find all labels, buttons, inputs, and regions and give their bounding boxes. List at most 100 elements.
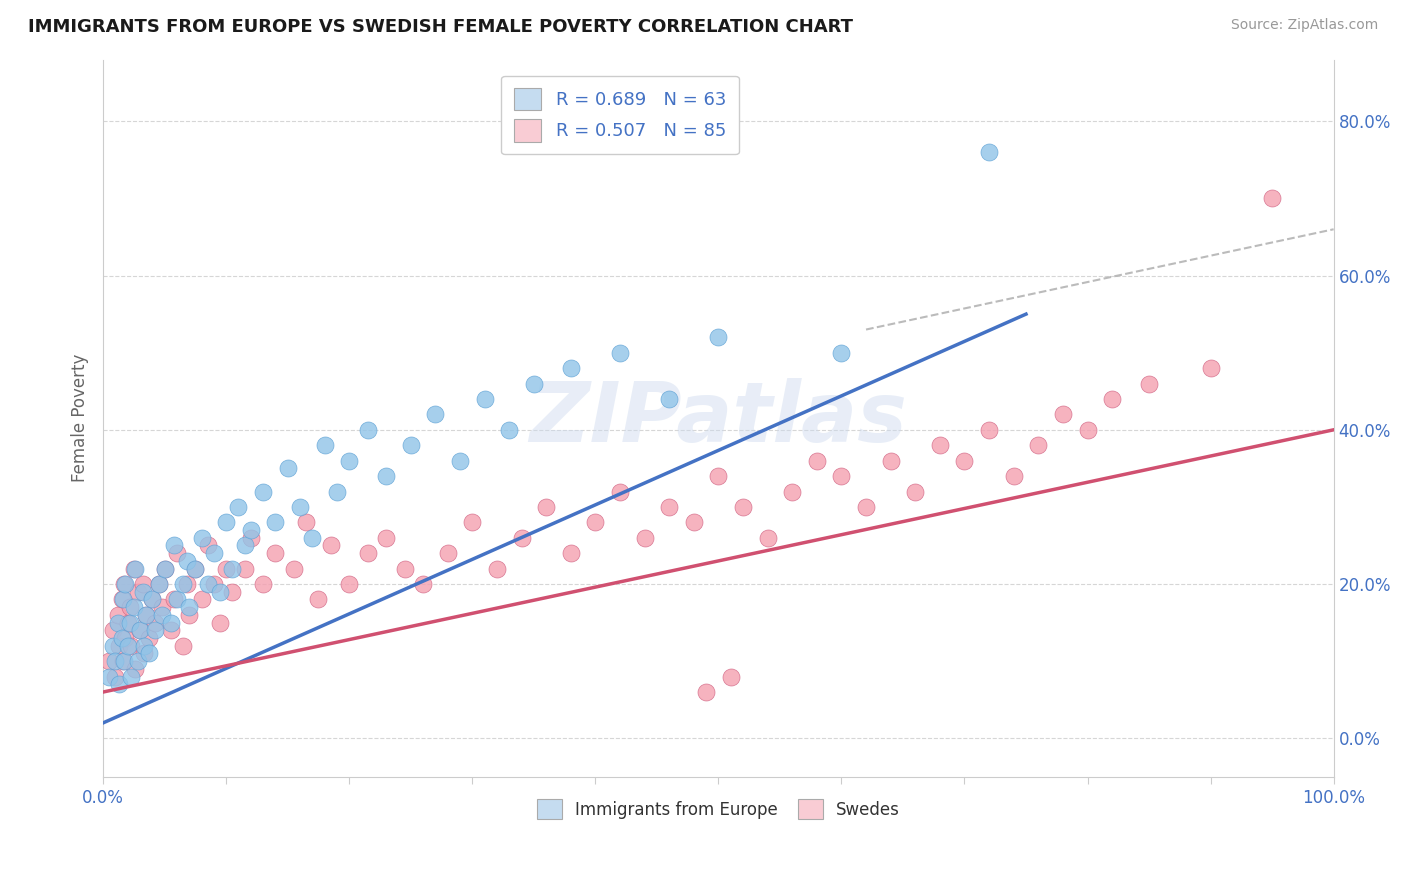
Point bbox=[166, 546, 188, 560]
Point bbox=[107, 607, 129, 622]
Point bbox=[357, 546, 380, 560]
Point bbox=[135, 607, 157, 622]
Point bbox=[756, 531, 779, 545]
Point bbox=[399, 438, 422, 452]
Point bbox=[107, 615, 129, 630]
Point bbox=[337, 453, 360, 467]
Point bbox=[780, 484, 803, 499]
Point bbox=[112, 577, 135, 591]
Point bbox=[190, 531, 212, 545]
Point bbox=[375, 469, 398, 483]
Point bbox=[560, 546, 582, 560]
Point bbox=[928, 438, 950, 452]
Point bbox=[658, 392, 681, 406]
Point bbox=[633, 531, 655, 545]
Point bbox=[124, 662, 146, 676]
Point bbox=[132, 639, 155, 653]
Point bbox=[114, 577, 136, 591]
Point bbox=[707, 330, 730, 344]
Text: IMMIGRANTS FROM EUROPE VS SWEDISH FEMALE POVERTY CORRELATION CHART: IMMIGRANTS FROM EUROPE VS SWEDISH FEMALE… bbox=[28, 18, 853, 36]
Point bbox=[707, 469, 730, 483]
Point bbox=[485, 561, 508, 575]
Point bbox=[425, 408, 447, 422]
Point bbox=[138, 647, 160, 661]
Point bbox=[288, 500, 311, 514]
Point bbox=[110, 631, 132, 645]
Point bbox=[412, 577, 434, 591]
Point bbox=[1002, 469, 1025, 483]
Point bbox=[215, 516, 238, 530]
Point bbox=[153, 561, 176, 575]
Point bbox=[172, 577, 194, 591]
Point bbox=[120, 639, 142, 653]
Point bbox=[150, 607, 173, 622]
Point bbox=[228, 500, 250, 514]
Point bbox=[301, 531, 323, 545]
Point bbox=[202, 546, 225, 560]
Point bbox=[357, 423, 380, 437]
Point bbox=[806, 453, 828, 467]
Point bbox=[264, 546, 287, 560]
Point bbox=[314, 438, 336, 452]
Point bbox=[326, 484, 349, 499]
Point bbox=[609, 345, 631, 359]
Point bbox=[127, 584, 149, 599]
Point bbox=[233, 561, 256, 575]
Point bbox=[337, 577, 360, 591]
Point bbox=[176, 554, 198, 568]
Point bbox=[110, 592, 132, 607]
Point bbox=[239, 531, 262, 545]
Point bbox=[117, 639, 139, 653]
Point bbox=[283, 561, 305, 575]
Point bbox=[184, 561, 207, 575]
Point bbox=[1199, 361, 1222, 376]
Point bbox=[252, 577, 274, 591]
Point bbox=[159, 624, 181, 638]
Point bbox=[143, 624, 166, 638]
Point bbox=[695, 685, 717, 699]
Point bbox=[114, 631, 136, 645]
Point bbox=[1052, 408, 1074, 422]
Point bbox=[375, 531, 398, 545]
Point bbox=[117, 615, 139, 630]
Point bbox=[108, 677, 131, 691]
Point bbox=[132, 647, 155, 661]
Point bbox=[197, 539, 219, 553]
Point bbox=[436, 546, 458, 560]
Point bbox=[394, 561, 416, 575]
Point bbox=[120, 600, 142, 615]
Point bbox=[166, 592, 188, 607]
Point bbox=[319, 539, 342, 553]
Point bbox=[120, 670, 142, 684]
Point bbox=[148, 577, 170, 591]
Point bbox=[104, 670, 127, 684]
Point bbox=[122, 561, 145, 575]
Point bbox=[108, 639, 131, 653]
Point bbox=[179, 600, 201, 615]
Point bbox=[977, 145, 1000, 160]
Point bbox=[264, 516, 287, 530]
Point bbox=[143, 615, 166, 630]
Text: Source: ZipAtlas.com: Source: ZipAtlas.com bbox=[1230, 18, 1378, 32]
Point bbox=[449, 453, 471, 467]
Point bbox=[111, 592, 134, 607]
Point bbox=[104, 654, 127, 668]
Point bbox=[658, 500, 681, 514]
Point bbox=[150, 600, 173, 615]
Point bbox=[129, 624, 152, 638]
Point bbox=[159, 615, 181, 630]
Point bbox=[830, 345, 852, 359]
Point bbox=[720, 670, 742, 684]
Point bbox=[138, 631, 160, 645]
Point bbox=[953, 453, 976, 467]
Point bbox=[252, 484, 274, 499]
Point bbox=[855, 500, 877, 514]
Point bbox=[124, 561, 146, 575]
Point bbox=[731, 500, 754, 514]
Point bbox=[172, 639, 194, 653]
Point bbox=[163, 539, 186, 553]
Point bbox=[904, 484, 927, 499]
Point bbox=[233, 539, 256, 553]
Point bbox=[131, 584, 153, 599]
Point bbox=[682, 516, 704, 530]
